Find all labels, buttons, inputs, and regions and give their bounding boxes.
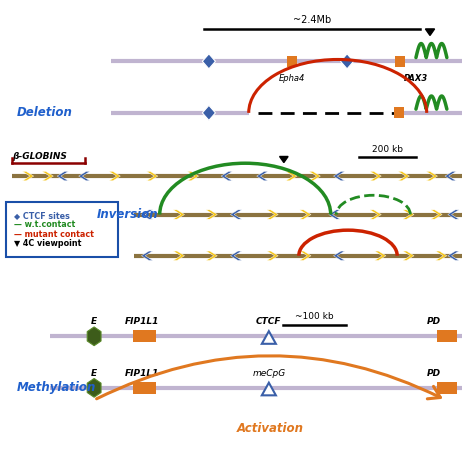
- Text: FIP1L1: FIP1L1: [125, 368, 160, 377]
- Text: PAX3: PAX3: [404, 73, 428, 82]
- Polygon shape: [173, 210, 184, 219]
- Polygon shape: [187, 172, 199, 181]
- Polygon shape: [403, 210, 414, 219]
- Text: meCpG: meCpG: [252, 368, 285, 377]
- Polygon shape: [425, 29, 435, 36]
- Polygon shape: [141, 251, 153, 260]
- Polygon shape: [370, 172, 381, 181]
- Polygon shape: [87, 327, 101, 346]
- Polygon shape: [286, 172, 297, 181]
- Polygon shape: [370, 210, 381, 219]
- Polygon shape: [262, 331, 276, 344]
- Polygon shape: [375, 251, 386, 260]
- Polygon shape: [146, 172, 158, 181]
- Polygon shape: [57, 172, 68, 181]
- Text: FIP1L1: FIP1L1: [125, 317, 160, 326]
- Text: ◆ CTCF sites: ◆ CTCF sites: [14, 211, 70, 220]
- Polygon shape: [202, 105, 216, 120]
- Text: — mutant contact: — mutant contact: [14, 229, 94, 238]
- Text: Methylation: Methylation: [17, 382, 96, 394]
- Text: β-GLOBINS: β-GLOBINS: [12, 152, 67, 161]
- Polygon shape: [42, 172, 54, 181]
- FancyBboxPatch shape: [395, 56, 405, 67]
- FancyBboxPatch shape: [437, 330, 457, 342]
- Text: E: E: [91, 368, 97, 377]
- Polygon shape: [445, 172, 456, 181]
- Text: Epha4: Epha4: [279, 73, 305, 82]
- Text: ~2.4Mb: ~2.4Mb: [293, 15, 331, 25]
- Text: CTCF: CTCF: [256, 317, 282, 326]
- Polygon shape: [267, 251, 278, 260]
- Polygon shape: [448, 210, 459, 219]
- Polygon shape: [309, 172, 320, 181]
- Text: PD: PD: [427, 368, 441, 377]
- Polygon shape: [403, 251, 414, 260]
- FancyArrowPatch shape: [97, 356, 440, 399]
- Text: ~100 kb: ~100 kb: [295, 312, 334, 321]
- Text: ▼ 4C viewpoint: ▼ 4C viewpoint: [14, 239, 82, 248]
- Polygon shape: [257, 172, 268, 181]
- FancyBboxPatch shape: [133, 382, 156, 394]
- Polygon shape: [426, 172, 438, 181]
- Polygon shape: [436, 251, 447, 260]
- Polygon shape: [267, 210, 278, 219]
- Text: Inversion: Inversion: [97, 208, 158, 221]
- Polygon shape: [206, 251, 217, 260]
- Polygon shape: [431, 210, 442, 219]
- Text: Deletion: Deletion: [17, 106, 73, 119]
- Text: E: E: [91, 317, 97, 326]
- Text: Activation: Activation: [237, 422, 304, 435]
- FancyBboxPatch shape: [437, 382, 457, 394]
- Polygon shape: [141, 210, 153, 219]
- Polygon shape: [22, 172, 34, 181]
- Polygon shape: [79, 172, 90, 181]
- Polygon shape: [202, 54, 216, 69]
- Polygon shape: [87, 378, 101, 397]
- FancyBboxPatch shape: [394, 107, 404, 118]
- Polygon shape: [398, 172, 410, 181]
- Polygon shape: [448, 251, 459, 260]
- Polygon shape: [221, 172, 232, 181]
- FancyBboxPatch shape: [6, 202, 118, 257]
- Polygon shape: [300, 251, 311, 260]
- Polygon shape: [334, 172, 345, 181]
- Polygon shape: [109, 172, 120, 181]
- Polygon shape: [230, 251, 242, 260]
- Polygon shape: [334, 251, 345, 260]
- Text: — w.t.contact: — w.t.contact: [14, 220, 75, 229]
- Polygon shape: [173, 251, 184, 260]
- Polygon shape: [340, 54, 354, 69]
- Polygon shape: [280, 156, 288, 163]
- Text: 200 kb: 200 kb: [372, 145, 403, 154]
- FancyBboxPatch shape: [287, 56, 297, 67]
- FancyBboxPatch shape: [133, 330, 156, 342]
- Text: PD: PD: [427, 317, 441, 326]
- Polygon shape: [230, 210, 242, 219]
- Polygon shape: [262, 383, 276, 395]
- Polygon shape: [300, 210, 311, 219]
- Polygon shape: [329, 210, 340, 219]
- Polygon shape: [206, 210, 217, 219]
